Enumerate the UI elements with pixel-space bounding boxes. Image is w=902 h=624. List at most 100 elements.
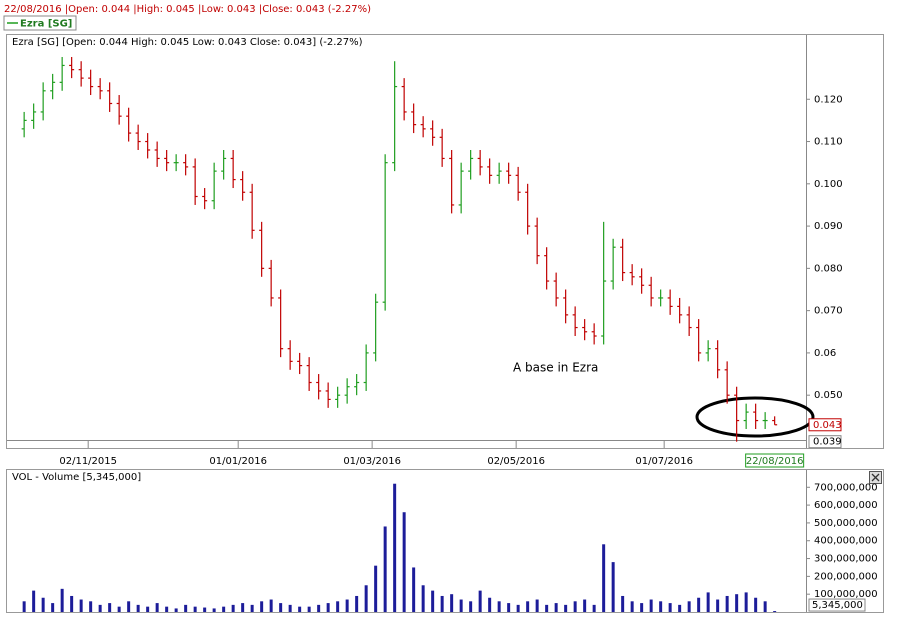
price-title: Ezra [SG] [Open: 0.044 High: 0.045 Low: … — [12, 37, 363, 48]
volume-bar — [687, 601, 691, 612]
volume-bar — [355, 595, 359, 612]
volume-bar — [440, 595, 444, 612]
volume-bar — [203, 607, 207, 612]
last-price: 0.043 — [813, 420, 842, 431]
last-date: 22/08/2016 — [746, 456, 804, 467]
last-volume-box — [808, 598, 866, 612]
volume-bar — [725, 595, 729, 612]
volume-bar — [744, 592, 748, 612]
volume-bar — [659, 601, 663, 612]
volume-bar — [383, 526, 387, 612]
volume-bar — [773, 611, 777, 612]
volume-bar — [431, 590, 435, 612]
volume-bar — [526, 601, 530, 612]
volume-bar — [706, 592, 710, 612]
x-tick-label: 02/05/2016 — [487, 456, 545, 467]
volume-bar — [165, 606, 169, 612]
x-tick-label: 01/03/2016 — [343, 456, 401, 467]
volume-bar — [212, 608, 216, 612]
x-tick-label: 01/07/2016 — [635, 456, 693, 467]
volume-bar — [279, 603, 283, 612]
volume-bar — [640, 603, 644, 612]
volume-bar — [735, 594, 739, 612]
volume-bar — [117, 606, 121, 612]
volume-bar — [184, 604, 188, 612]
volume-bar — [716, 599, 720, 612]
volume-bar — [554, 603, 558, 612]
volume-bar — [497, 601, 501, 612]
volume-bar — [307, 606, 311, 612]
volume-bar — [507, 603, 511, 612]
y-tick-label: 0.06 — [814, 348, 836, 359]
volume-bar — [402, 512, 406, 612]
volume-bar — [459, 599, 463, 612]
volume-bar — [421, 585, 425, 612]
volume-bar — [412, 567, 416, 612]
volume-bar — [70, 595, 74, 612]
volume-bar — [108, 603, 112, 612]
volume-bar — [516, 604, 520, 612]
volume-bar — [611, 562, 615, 612]
highlight-ellipse — [695, 396, 815, 438]
volume-bar — [32, 590, 36, 612]
y-tick-label: 100,000,000 — [814, 589, 878, 600]
volume-bar — [298, 606, 302, 612]
volume-bar — [89, 601, 93, 612]
y-tick-label: 0.080 — [814, 263, 843, 274]
volume-bar — [136, 604, 140, 612]
volume-bar — [241, 603, 245, 612]
volume-bar — [564, 604, 568, 612]
volume-bar — [146, 606, 150, 612]
volume-bar — [583, 599, 587, 612]
header: 22/08/2016 |Open: 0.044 |High: 0.045 |Lo… — [4, 4, 371, 15]
volume-bar — [535, 599, 539, 612]
volume-bar — [488, 597, 492, 612]
volume-bar — [345, 599, 349, 612]
volume-bar — [79, 599, 83, 612]
volume-bar — [754, 597, 758, 612]
volume-bar — [697, 597, 701, 612]
volume-bar — [592, 604, 596, 612]
y-tick-label: 200,000,000 — [814, 571, 878, 582]
volume-bar — [374, 565, 378, 612]
volume-bar — [51, 603, 55, 612]
volume-bar — [678, 604, 682, 612]
y-tick-label: 0.090 — [814, 221, 843, 232]
legend-label: Ezra [SG] — [20, 19, 72, 30]
volume-bar — [450, 594, 454, 612]
volume-bar — [127, 601, 131, 612]
last-price-box — [808, 418, 842, 432]
volume-bar — [630, 601, 634, 612]
y-tick-label: 700,000,000 — [814, 482, 878, 493]
volume-bar — [336, 601, 340, 612]
y-tick-label: 0.110 — [814, 137, 843, 148]
volume-bar — [193, 606, 197, 612]
y-tick-label: 300,000,000 — [814, 554, 878, 565]
volume-bar — [231, 604, 235, 612]
volume-bar — [288, 604, 292, 612]
volume-bar — [22, 601, 26, 612]
x-tick-label: 01/01/2016 — [209, 456, 267, 467]
volume-bar — [222, 606, 226, 612]
volume-bar — [621, 595, 625, 612]
volume-bar — [469, 601, 473, 612]
y-tick-label: 0.070 — [814, 306, 843, 317]
range-low: 0.039 — [813, 437, 842, 448]
volume-bar — [393, 483, 397, 612]
volume-bar — [649, 599, 653, 612]
y-tick-label: 400,000,000 — [814, 536, 878, 547]
volume-bar — [364, 585, 368, 612]
y-tick-label: 0.120 — [814, 94, 843, 105]
y-tick-label: 600,000,000 — [814, 500, 878, 511]
volume-bar — [269, 599, 273, 612]
volume-bar — [573, 601, 577, 612]
y-tick-label: 500,000,000 — [814, 518, 878, 529]
last-date-box — [745, 453, 805, 468]
close-icon[interactable] — [871, 473, 880, 482]
volume-bar — [60, 588, 64, 612]
volume-bar — [98, 604, 102, 612]
volume-bar — [478, 590, 482, 612]
volume-bar — [545, 604, 549, 612]
